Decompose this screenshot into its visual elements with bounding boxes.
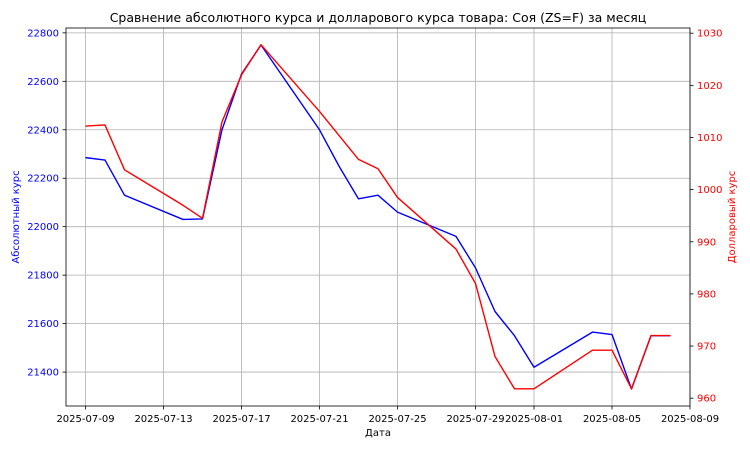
x-tick-label: 2025-07-13 bbox=[134, 414, 192, 425]
y-right-tick-label: 1010 bbox=[697, 133, 722, 144]
x-tick-label: 2025-08-01 bbox=[505, 414, 563, 425]
y-left-tick-label: 22000 bbox=[27, 222, 59, 233]
y-left-tick-label: 22200 bbox=[27, 174, 59, 185]
y-left-tick-label: 22600 bbox=[27, 77, 59, 88]
y-left-tick-label: 21600 bbox=[27, 319, 59, 330]
plot-frame bbox=[65, 27, 691, 407]
y-right-tick-label: 980 bbox=[697, 289, 716, 300]
x-tick-label: 2025-07-09 bbox=[56, 414, 114, 425]
ticks: 2025-07-09 2025-07-13 2025-07-17 2025-07-21… bbox=[27, 28, 722, 425]
y-right-tick-label: 960 bbox=[697, 394, 716, 405]
absolute-rate-line bbox=[85, 44, 671, 390]
y-right-tick-label: 1030 bbox=[697, 29, 722, 40]
y-left-tick-label: 21400 bbox=[27, 368, 59, 379]
y-right-tick-label: 990 bbox=[697, 237, 716, 248]
y-right-tick-label: 1020 bbox=[697, 81, 722, 92]
x-tick-label: 2025-07-29 bbox=[446, 414, 504, 425]
y-left-tick-label: 21800 bbox=[27, 271, 59, 282]
y-right-tick-label: 1000 bbox=[697, 185, 722, 196]
x-tick-label: 2025-08-05 bbox=[583, 414, 641, 425]
chart-title: Сравнение абсолютного курса и долларовог… bbox=[110, 10, 647, 25]
x-axis-label: Дата bbox=[365, 428, 391, 439]
series-lines bbox=[85, 43, 671, 390]
y-axis-label-right: Долларовый курс bbox=[727, 171, 738, 264]
grid bbox=[66, 28, 691, 406]
x-tick-label: 2025-07-21 bbox=[290, 414, 348, 425]
x-tick-label: 2025-08-09 bbox=[661, 414, 719, 425]
y-right-tick-label: 970 bbox=[697, 342, 716, 353]
y-axis-label-left: Абсолютный курс bbox=[11, 170, 22, 263]
y-left-tick-label: 22400 bbox=[27, 125, 59, 136]
y-left-tick-label: 22800 bbox=[27, 28, 59, 39]
x-tick-label: 2025-07-25 bbox=[368, 414, 426, 425]
x-tick-label: 2025-07-17 bbox=[212, 414, 270, 425]
dollar-rate-line bbox=[85, 43, 671, 390]
